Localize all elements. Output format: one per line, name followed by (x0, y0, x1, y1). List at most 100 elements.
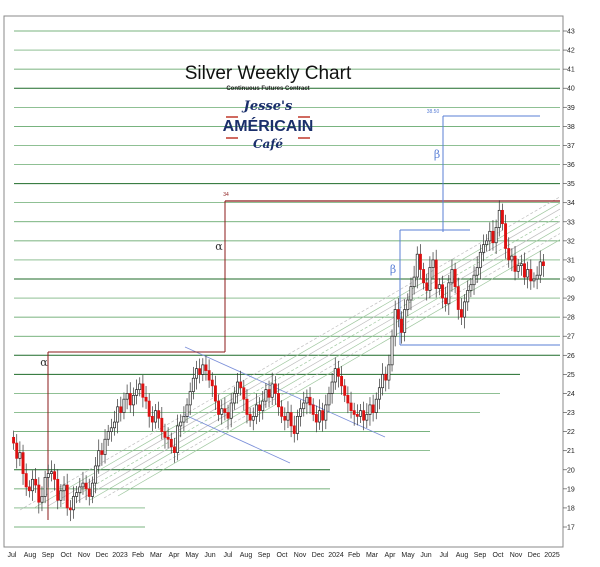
channel-line (117, 239, 561, 497)
candle-body (31, 478, 34, 492)
x-tick-label: Feb (132, 552, 144, 559)
candle-body (494, 227, 498, 244)
candle-body (204, 364, 208, 371)
candle-body (390, 335, 394, 366)
candle-body (365, 414, 369, 421)
y-tick-label: 32 (567, 238, 575, 245)
candle-body (87, 488, 91, 497)
x-tick-label: Feb (348, 552, 360, 559)
candle-body (267, 389, 271, 398)
candle-body (191, 377, 195, 392)
candle-body (138, 383, 142, 390)
candle-body (425, 282, 429, 291)
candle-body (311, 404, 315, 415)
candle-body (179, 421, 183, 427)
candle-body (251, 416, 255, 421)
candle-body (324, 404, 328, 421)
candle-body (220, 408, 224, 415)
x-tick-label: Sep (42, 552, 55, 559)
candle-body (236, 381, 239, 394)
x-tick-label: Oct (61, 552, 72, 559)
x-tick-label: 2023 (112, 552, 128, 559)
candle-body (59, 490, 63, 501)
candle-body (78, 486, 82, 494)
candle-body (264, 389, 268, 402)
candle-body (226, 412, 230, 419)
candle-body (507, 248, 511, 261)
candle-body (207, 370, 211, 381)
candle-body (403, 309, 407, 333)
candle-body (532, 278, 536, 282)
candle-body (327, 393, 331, 406)
candle-body (286, 412, 290, 421)
candle-body (273, 383, 277, 394)
candle-body (434, 259, 438, 289)
chart-title: Silver Weekly Chart (185, 63, 352, 84)
candle-body (368, 404, 372, 415)
x-tick-label: May (185, 552, 199, 559)
y-tick-label: 39 (567, 105, 575, 112)
candle-body (305, 396, 309, 404)
candle-body (34, 478, 38, 486)
x-tick-label: Aug (24, 552, 37, 559)
channel-line (103, 233, 561, 499)
candle-body (538, 261, 542, 276)
candle-body (56, 478, 60, 501)
alpha-1-label: α (40, 356, 48, 369)
candle-body (254, 404, 258, 417)
candle-body (15, 442, 19, 459)
candle-body (188, 391, 192, 406)
candle-body (418, 253, 422, 270)
x-tick-label: Oct (493, 552, 504, 559)
candle-body (94, 465, 98, 484)
plot-frame (3, 15, 564, 548)
x-tick-label: Apr (169, 552, 181, 559)
candle-body (97, 450, 101, 467)
candle-body (280, 406, 284, 417)
candle-body (248, 414, 252, 421)
logo-text-top: Jesse's (241, 99, 293, 114)
beta-2-value: 38.50 (427, 109, 440, 115)
trend-channel-lines (19, 196, 561, 511)
candle-body (125, 393, 129, 400)
candle-body (213, 385, 217, 402)
x-tick-label: 2024 (328, 552, 344, 559)
candle-body (519, 263, 523, 266)
candle-body (422, 269, 426, 284)
y-tick-label: 28 (567, 315, 575, 322)
candle-body (396, 309, 400, 320)
y-tick-label: 20 (567, 467, 575, 474)
x-tick-label: May (401, 552, 415, 559)
candle-body (469, 284, 473, 291)
candle-body (270, 383, 274, 398)
candle-body (485, 240, 489, 246)
candle-body (491, 230, 495, 244)
candle-body (478, 251, 482, 268)
candle-body (308, 396, 312, 406)
candle-body (147, 400, 151, 417)
x-tick-label: Jul (8, 552, 17, 559)
candle-body (450, 269, 454, 284)
channel-line (47, 208, 561, 507)
y-tick-label: 31 (567, 257, 575, 264)
x-tick-label: Nov (294, 552, 307, 559)
candle-body (106, 431, 110, 440)
americain-cafe-logo: Jesse's AMÉRICAIN Café (223, 99, 314, 151)
candle-body (160, 417, 164, 432)
candle-body (541, 261, 545, 266)
y-tick-label: 34 (567, 200, 575, 207)
y-axis-tick-labels: 17 18 19 20 21 22 23 24 25 26 27 28 29 30 31 32 33 34 35 36… (567, 29, 575, 532)
candle-body (141, 383, 145, 398)
candle-body (400, 318, 403, 333)
candle-body (232, 393, 236, 404)
candle-body (24, 473, 28, 488)
candle-body (292, 425, 296, 434)
candle-body (68, 507, 72, 511)
y-tick-label: 26 (567, 353, 575, 360)
candle-body (46, 473, 50, 478)
candle-body (84, 482, 88, 490)
channel-line (89, 227, 561, 501)
chart-annotations: α α 34 β β 38.50 (40, 109, 560, 520)
candle-body (377, 387, 381, 400)
